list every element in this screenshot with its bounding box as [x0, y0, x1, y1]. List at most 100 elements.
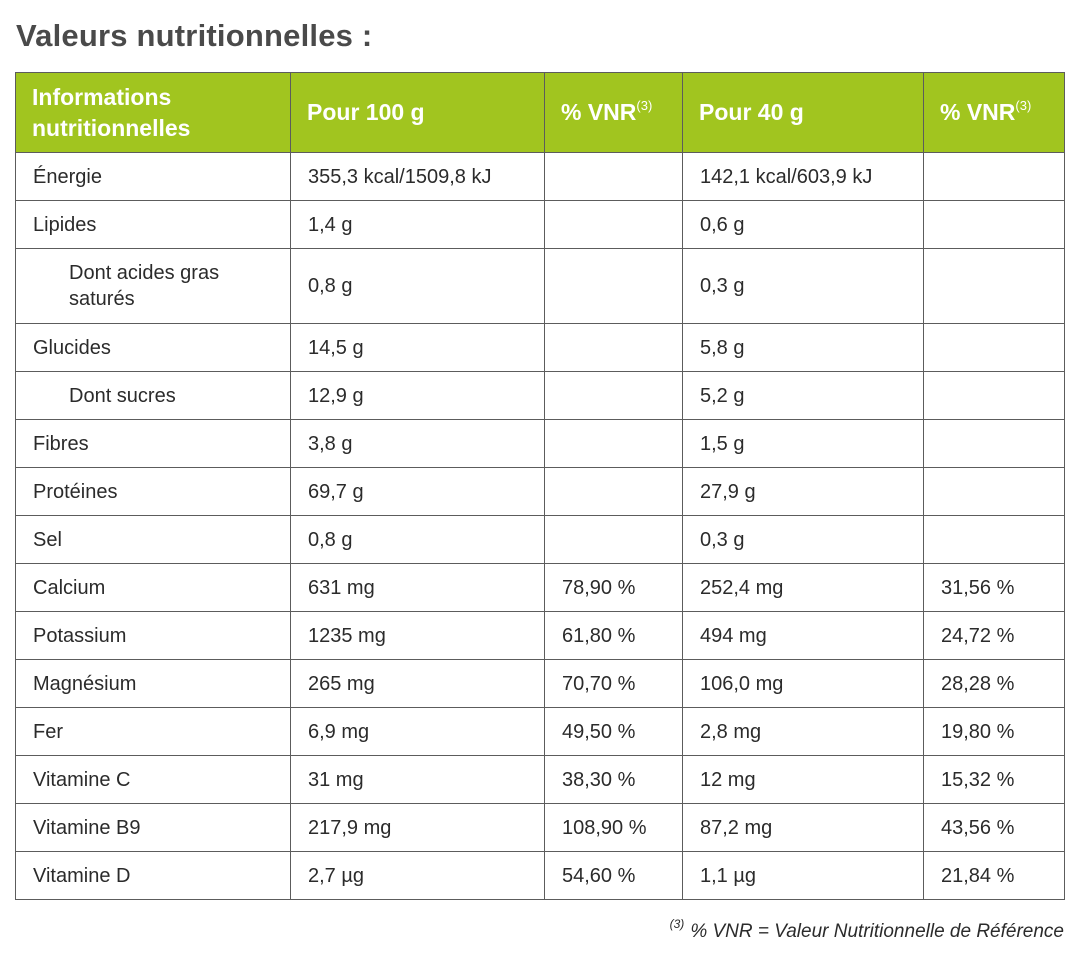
cell-per40: 494 mg: [682, 611, 924, 660]
cell-per40: 0,3 g: [682, 248, 924, 324]
cell-vnr40: [923, 248, 1065, 324]
table-row: Magnésium 265 mg 70,70 % 106,0 mg 28,28 …: [15, 659, 1065, 708]
row-label-line1: Dont acides gras: [69, 262, 220, 284]
cell-vnr100: [544, 152, 683, 201]
header-per100: Pour 100 g: [290, 72, 545, 153]
table-row: Vitamine D 2,7 µg 54,60 % 1,1 µg 21,84 %: [15, 851, 1065, 900]
cell-vnr100: 78,90 %: [544, 563, 683, 612]
cell-vnr40: [923, 200, 1065, 249]
row-label: Fibres: [15, 419, 291, 468]
row-label: Glucides: [15, 323, 291, 372]
cell-vnr40: [923, 371, 1065, 420]
cell-vnr100: [544, 371, 683, 420]
cell-per100: 14,5 g: [290, 323, 545, 372]
cell-per100: 31 mg: [290, 755, 545, 804]
cell-per40: 2,8 mg: [682, 707, 924, 756]
cell-vnr100: 49,50 %: [544, 707, 683, 756]
footnote: (3) % VNR = Valeur Nutritionnelle de Réfé…: [670, 918, 1064, 943]
cell-per100: 1235 mg: [290, 611, 545, 660]
footnote-marker: (3): [669, 917, 685, 931]
header-vnr-100-label: % VNR: [561, 99, 637, 125]
cell-vnr40: [923, 419, 1065, 468]
cell-per100: 1,4 g: [290, 200, 545, 249]
table-row: Vitamine B9 217,9 mg 108,90 % 87,2 mg 43…: [15, 803, 1065, 852]
header-info-line2: nutritionnelles: [32, 114, 191, 141]
row-label: Lipides: [15, 200, 291, 249]
cell-vnr100: [544, 419, 683, 468]
table-row: Dont sucres 12,9 g 5,2 g: [15, 371, 1065, 420]
cell-vnr100: 61,80 %: [544, 611, 683, 660]
cell-per40: 0,6 g: [682, 200, 924, 249]
cell-vnr100: 54,60 %: [544, 851, 683, 900]
page-title: Valeurs nutritionnelles :: [16, 18, 373, 53]
cell-per40: 1,1 µg: [682, 851, 924, 900]
cell-per40: 142,1 kcal/603,9 kJ: [682, 152, 924, 201]
cell-vnr100: [544, 248, 683, 324]
cell-vnr100: 38,30 %: [544, 755, 683, 804]
row-label-line2: saturés: [69, 288, 135, 310]
cell-per40: 87,2 mg: [682, 803, 924, 852]
row-label: Dont acides gras saturés: [15, 248, 291, 324]
row-label: Calcium: [15, 563, 291, 612]
header-info: Informations nutritionnelles: [15, 72, 291, 153]
cell-vnr40: [923, 152, 1065, 201]
footnote-text: % VNR = Valeur Nutritionnelle de Référen…: [690, 921, 1064, 942]
header-info-line1: Informations: [32, 83, 172, 110]
table-row: Fibres 3,8 g 1,5 g: [15, 419, 1065, 468]
row-label: Fer: [15, 707, 291, 756]
cell-per100: 355,3 kcal/1509,8 kJ: [290, 152, 545, 201]
cell-per100: 6,9 mg: [290, 707, 545, 756]
table-row: Lipides 1,4 g 0,6 g: [15, 200, 1065, 249]
table-row: Glucides 14,5 g 5,8 g: [15, 323, 1065, 372]
table-row: Énergie 355,3 kcal/1509,8 kJ 142,1 kcal/…: [15, 152, 1065, 201]
cell-per100: 0,8 g: [290, 515, 545, 564]
header-vnr-100-sup: (3): [636, 98, 653, 113]
cell-vnr40: [923, 515, 1065, 564]
header-vnr-100: % VNR(3): [544, 72, 683, 153]
cell-per40: 27,9 g: [682, 467, 924, 516]
cell-vnr40: 43,56 %: [923, 803, 1065, 852]
table-row: Potassium 1235 mg 61,80 % 494 mg 24,72 %: [15, 611, 1065, 660]
cell-vnr40: 24,72 %: [923, 611, 1065, 660]
cell-vnr40: [923, 467, 1065, 516]
cell-per100: 12,9 g: [290, 371, 545, 420]
cell-vnr40: 31,56 %: [923, 563, 1065, 612]
table-row: Vitamine C 31 mg 38,30 % 12 mg 15,32 %: [15, 755, 1065, 804]
cell-vnr100: 70,70 %: [544, 659, 683, 708]
header-vnr-40-label: % VNR: [940, 99, 1016, 125]
row-label: Potassium: [15, 611, 291, 660]
cell-per40: 106,0 mg: [682, 659, 924, 708]
cell-vnr100: [544, 515, 683, 564]
row-label: Protéines: [15, 467, 291, 516]
cell-vnr40: 19,80 %: [923, 707, 1065, 756]
cell-per100: 0,8 g: [290, 248, 545, 324]
cell-vnr100: [544, 200, 683, 249]
cell-vnr100: [544, 323, 683, 372]
row-label: Dont sucres: [15, 371, 291, 420]
cell-per100: 69,7 g: [290, 467, 545, 516]
cell-vnr40: [923, 323, 1065, 372]
row-label: Vitamine D: [15, 851, 291, 900]
cell-per40: 1,5 g: [682, 419, 924, 468]
cell-per100: 3,8 g: [290, 419, 545, 468]
row-label: Vitamine B9: [15, 803, 291, 852]
row-label: Vitamine C: [15, 755, 291, 804]
cell-vnr40: 21,84 %: [923, 851, 1065, 900]
cell-per40: 5,8 g: [682, 323, 924, 372]
cell-per100: 2,7 µg: [290, 851, 545, 900]
table-row: Fer 6,9 mg 49,50 % 2,8 mg 19,80 %: [15, 707, 1065, 756]
cell-per100: 265 mg: [290, 659, 545, 708]
header-vnr-40-sup: (3): [1015, 98, 1032, 113]
row-label: Sel: [15, 515, 291, 564]
cell-vnr100: 108,90 %: [544, 803, 683, 852]
header-vnr-40: % VNR(3): [923, 72, 1065, 153]
cell-per40: 12 mg: [682, 755, 924, 804]
cell-per100: 217,9 mg: [290, 803, 545, 852]
cell-vnr100: [544, 467, 683, 516]
table-row: Sel 0,8 g 0,3 g: [15, 515, 1065, 564]
table-row: Dont acides gras saturés 0,8 g 0,3 g: [15, 248, 1065, 324]
table-row: Protéines 69,7 g 27,9 g: [15, 467, 1065, 516]
cell-per40: 5,2 g: [682, 371, 924, 420]
header-per40: Pour 40 g: [682, 72, 924, 153]
row-label: Magnésium: [15, 659, 291, 708]
